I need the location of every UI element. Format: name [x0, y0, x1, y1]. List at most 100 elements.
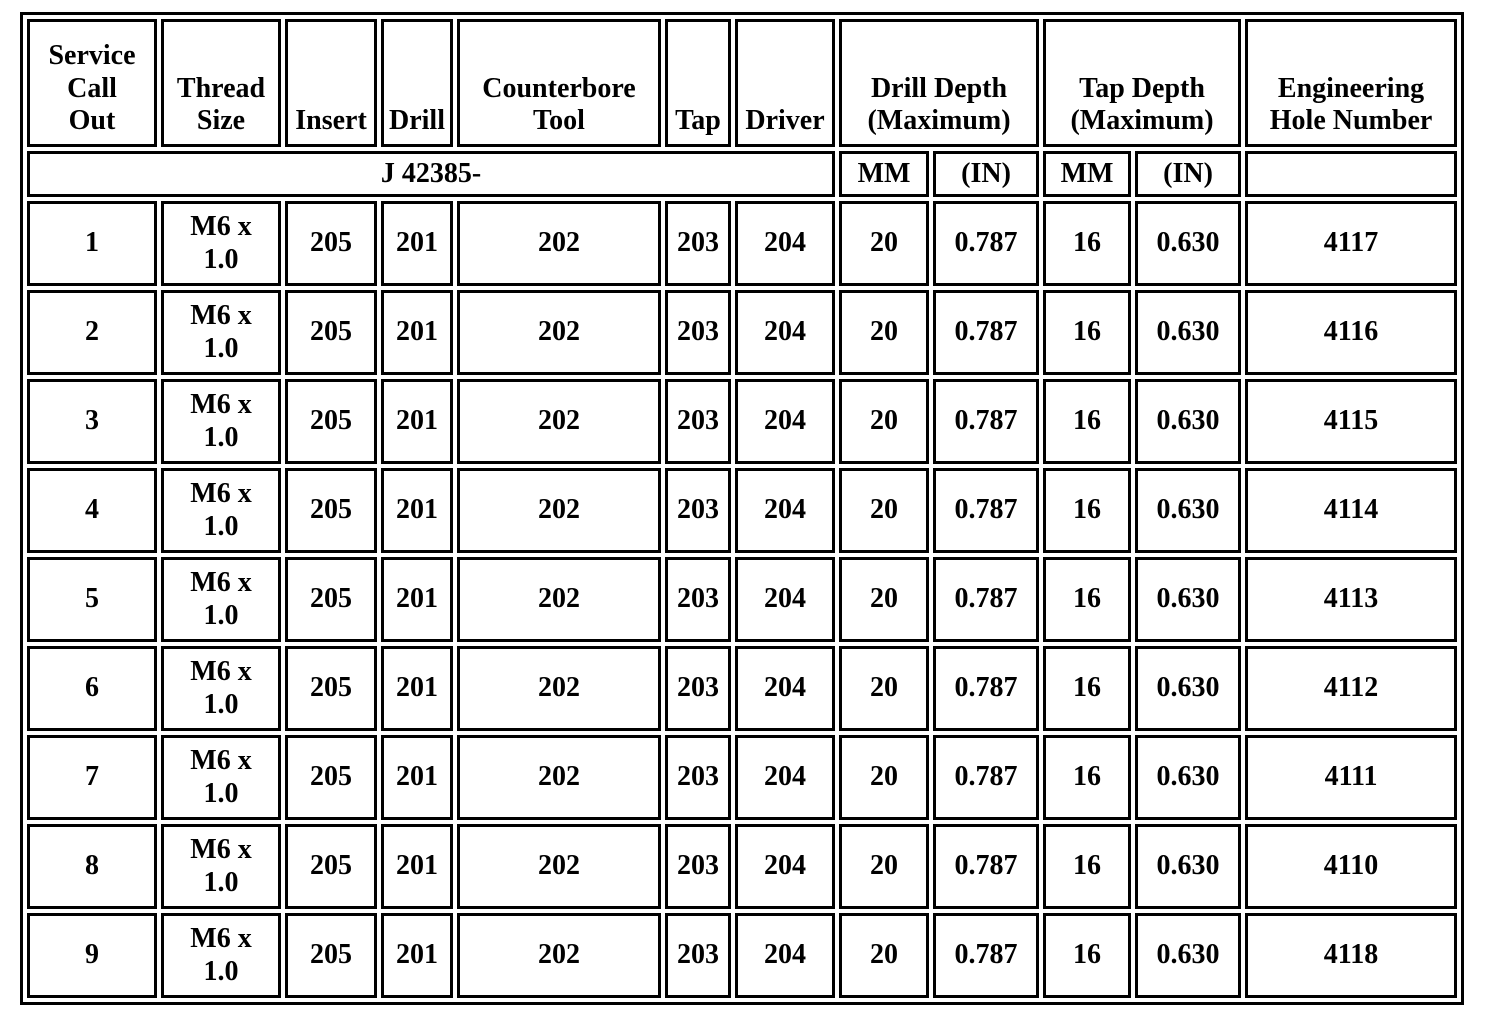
cell-tap: 203	[665, 290, 731, 375]
cell-service-call-out: 4	[27, 468, 157, 553]
cell-counterbore-tool: 202	[457, 201, 661, 286]
cell-drill-depth-in: 0.787	[933, 646, 1040, 731]
table-row: 1 M6 x 1.0 205 201 202 203 204 20 0.787 …	[27, 201, 1458, 286]
cell-engineering-hole-number: 4115	[1245, 379, 1458, 464]
cell-drill-depth-in: 0.787	[933, 735, 1040, 820]
cell-tap: 203	[665, 646, 731, 731]
header-drill: Drill	[381, 19, 453, 147]
cell-drill-depth-in: 0.787	[933, 913, 1040, 998]
cell-tap-depth-in: 0.630	[1135, 468, 1242, 553]
cell-tap: 203	[665, 468, 731, 553]
header-thread-size: Thread Size	[161, 19, 281, 147]
tap-depth-in-unit: (IN)	[1135, 151, 1242, 197]
cell-driver: 204	[735, 735, 835, 820]
cell-drill: 201	[381, 379, 453, 464]
cell-counterbore-tool: 202	[457, 468, 661, 553]
cell-insert: 205	[285, 557, 377, 642]
cell-tap-depth-mm: 16	[1043, 735, 1132, 820]
cell-drill-depth-mm: 20	[839, 557, 929, 642]
cell-service-call-out: 9	[27, 913, 157, 998]
cell-tap-depth-mm: 16	[1043, 913, 1132, 998]
cell-drill-depth-in: 0.787	[933, 824, 1040, 909]
header-engineering-hole-number: Engineering Hole Number	[1245, 19, 1458, 147]
cell-service-call-out: 5	[27, 557, 157, 642]
cell-service-call-out: 6	[27, 646, 157, 731]
cell-engineering-hole-number: 4112	[1245, 646, 1458, 731]
cell-drill-depth-mm: 20	[839, 824, 929, 909]
cell-tap-depth-in: 0.630	[1135, 824, 1242, 909]
cell-thread-size: M6 x 1.0	[161, 468, 281, 553]
cell-tap-depth-in: 0.630	[1135, 646, 1242, 731]
engineering-blank-cell	[1245, 151, 1458, 197]
cell-drill-depth-mm: 20	[839, 913, 929, 998]
subheader-row: J 42385- MM (IN) MM (IN)	[27, 151, 1458, 197]
cell-driver: 204	[735, 379, 835, 464]
cell-insert: 205	[285, 735, 377, 820]
cell-thread-size: M6 x 1.0	[161, 290, 281, 375]
cell-engineering-hole-number: 4111	[1245, 735, 1458, 820]
cell-drill: 201	[381, 646, 453, 731]
header-drill-depth-max: Drill Depth (Maximum)	[839, 19, 1040, 147]
cell-thread-size: M6 x 1.0	[161, 646, 281, 731]
tool-number-prefix-cell: J 42385-	[27, 151, 835, 197]
cell-insert: 205	[285, 290, 377, 375]
cell-tap: 203	[665, 201, 731, 286]
cell-tap-depth-mm: 16	[1043, 468, 1132, 553]
header-insert: Insert	[285, 19, 377, 147]
cell-service-call-out: 3	[27, 379, 157, 464]
cell-insert: 205	[285, 468, 377, 553]
cell-tap-depth-in: 0.630	[1135, 913, 1242, 998]
cell-counterbore-tool: 202	[457, 557, 661, 642]
header-row: Service Call Out Thread Size Insert Dril…	[27, 19, 1458, 147]
table-row: 6 M6 x 1.0 205 201 202 203 204 20 0.787 …	[27, 646, 1458, 731]
cell-thread-size: M6 x 1.0	[161, 735, 281, 820]
cell-driver: 204	[735, 913, 835, 998]
cell-insert: 205	[285, 646, 377, 731]
cell-tap-depth-in: 0.630	[1135, 735, 1242, 820]
cell-service-call-out: 8	[27, 824, 157, 909]
cell-drill-depth-in: 0.787	[933, 379, 1040, 464]
cell-tap-depth-in: 0.630	[1135, 290, 1242, 375]
cell-drill-depth-in: 0.787	[933, 468, 1040, 553]
cell-tap-depth-in: 0.630	[1135, 379, 1242, 464]
cell-driver: 204	[735, 557, 835, 642]
table-row: 9 M6 x 1.0 205 201 202 203 204 20 0.787 …	[27, 913, 1458, 998]
cell-drill-depth-in: 0.787	[933, 201, 1040, 286]
cell-insert: 205	[285, 824, 377, 909]
cell-driver: 204	[735, 290, 835, 375]
cell-tap-depth-mm: 16	[1043, 824, 1132, 909]
cell-drill-depth-mm: 20	[839, 735, 929, 820]
cell-tap: 203	[665, 735, 731, 820]
cell-engineering-hole-number: 4117	[1245, 201, 1458, 286]
cell-drill: 201	[381, 913, 453, 998]
cell-driver: 204	[735, 201, 835, 286]
cell-counterbore-tool: 202	[457, 646, 661, 731]
cell-tap: 203	[665, 379, 731, 464]
cell-drill-depth-mm: 20	[839, 201, 929, 286]
cell-thread-size: M6 x 1.0	[161, 913, 281, 998]
cell-thread-size: M6 x 1.0	[161, 557, 281, 642]
cell-drill-depth-in: 0.787	[933, 290, 1040, 375]
cell-counterbore-tool: 202	[457, 824, 661, 909]
header-driver: Driver	[735, 19, 835, 147]
tap-depth-mm-unit: MM	[1043, 151, 1132, 197]
header-counterbore-tool: Counterbore Tool	[457, 19, 661, 147]
table-row: 8 M6 x 1.0 205 201 202 203 204 20 0.787 …	[27, 824, 1458, 909]
cell-insert: 205	[285, 201, 377, 286]
cell-drill-depth-mm: 20	[839, 646, 929, 731]
cell-thread-size: M6 x 1.0	[161, 379, 281, 464]
cell-drill: 201	[381, 824, 453, 909]
header-tap-depth-max: Tap Depth (Maximum)	[1043, 19, 1242, 147]
cell-tap-depth-mm: 16	[1043, 557, 1132, 642]
cell-drill: 201	[381, 557, 453, 642]
cell-insert: 205	[285, 913, 377, 998]
cell-drill-depth-in: 0.787	[933, 557, 1040, 642]
table-row: 5 M6 x 1.0 205 201 202 203 204 20 0.787 …	[27, 557, 1458, 642]
cell-counterbore-tool: 202	[457, 290, 661, 375]
cell-service-call-out: 1	[27, 201, 157, 286]
cell-engineering-hole-number: 4110	[1245, 824, 1458, 909]
table-row: 3 M6 x 1.0 205 201 202 203 204 20 0.787 …	[27, 379, 1458, 464]
drill-depth-mm-unit: MM	[839, 151, 929, 197]
cell-tap-depth-in: 0.630	[1135, 201, 1242, 286]
